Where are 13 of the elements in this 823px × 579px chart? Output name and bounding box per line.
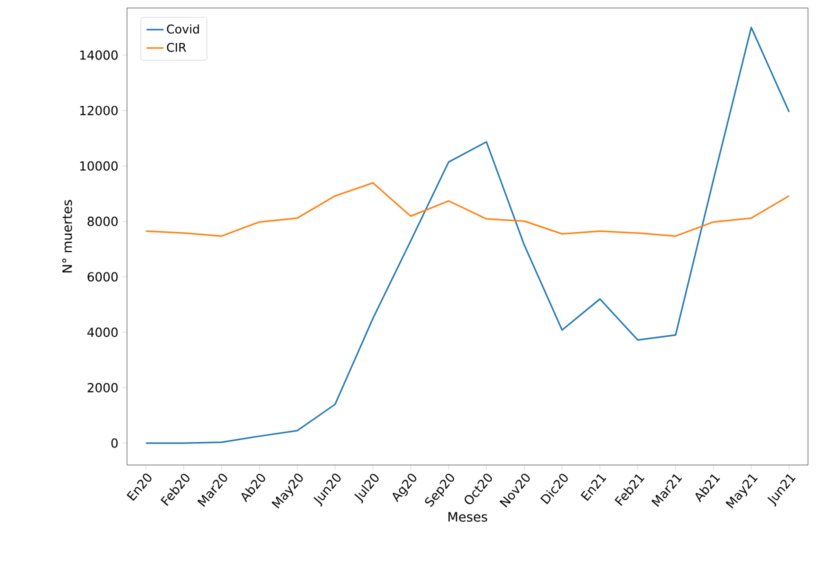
y-tick-label: 2000 <box>88 382 118 392</box>
legend-label: CIR <box>166 42 186 52</box>
y-tick-label: 14000 <box>80 50 118 60</box>
y-tick-label: 6000 <box>88 272 118 282</box>
y-tick-label: 8000 <box>88 216 118 226</box>
y-tick-label: 4000 <box>87 328 118 337</box>
y-axis-title: N° muertes <box>62 200 72 272</box>
y-tick-label: 10000 <box>80 161 118 171</box>
x-axis-title: Meses <box>448 512 488 522</box>
line-series <box>145 182 790 237</box>
legend-label: Covid <box>166 24 199 34</box>
y-tick-label: 12000 <box>80 106 118 116</box>
y-tick-label: 0 <box>111 438 118 448</box>
